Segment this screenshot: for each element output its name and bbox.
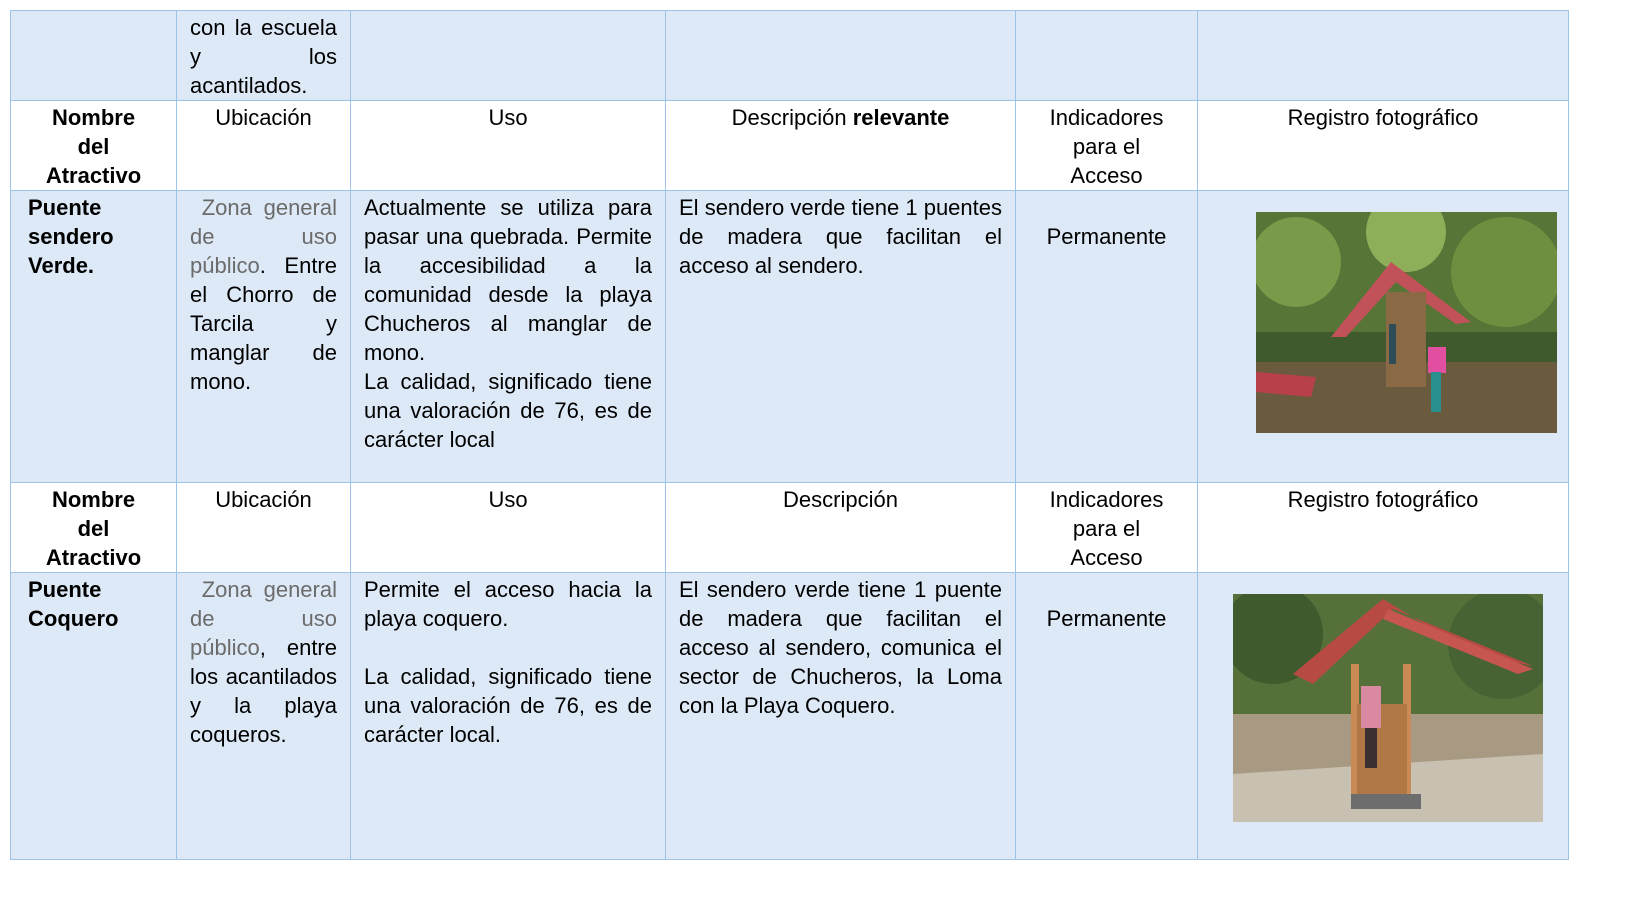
- cell: Permite el acceso hacia la playa coquero…: [350, 572, 666, 860]
- cell: con la escuela y los acantilados.: [176, 10, 351, 101]
- location-text: con la escuela y los acantilados.: [190, 15, 337, 98]
- location: Zona general de uso público, entre los a…: [190, 575, 337, 749]
- cell: El sendero verde tiene 1 puentes de made…: [665, 190, 1016, 483]
- header-cell: Nombre del Atractivo: [10, 482, 177, 573]
- header-text-bold: relevante: [852, 105, 950, 130]
- header-cell: Registro fotográfico: [1197, 100, 1569, 191]
- header-cell: Ubicación: [176, 100, 351, 191]
- location: Zona general de uso público. Entre el Ch…: [190, 193, 337, 396]
- cell: Zona general de uso público. Entre el Ch…: [176, 190, 351, 483]
- header-cell: Indicadores para el Acceso: [1015, 100, 1198, 191]
- header-cell: Uso: [350, 482, 666, 573]
- header-text: Ubicación: [215, 105, 312, 130]
- description: El sendero verde tiene 1 puente de mader…: [679, 577, 1002, 718]
- use-paragraph: La calidad, significado tiene una valora…: [364, 369, 652, 452]
- header-cell: Ubicación: [176, 482, 351, 573]
- cell: [10, 10, 177, 101]
- header-cell: Indicadores para el Acceso: [1015, 482, 1198, 573]
- header-row: Nombre del Atractivo Ubicación Uso Descr…: [10, 100, 1569, 191]
- header-text: Uso: [488, 105, 528, 130]
- header-text: Indicadores para el Acceso: [1049, 487, 1164, 570]
- header-text: Registro fotográfico: [1287, 487, 1479, 512]
- attraction-name: Puente Coquero: [28, 577, 119, 631]
- photo-bridge-coquero: [1233, 594, 1543, 822]
- header-text: Ubicación: [215, 487, 312, 512]
- description: El sendero verde tiene 1 puentes de made…: [679, 195, 1002, 278]
- location-zone: Zona general de uso público: [190, 195, 337, 278]
- access-indicator: Permanente: [1046, 606, 1167, 631]
- location-detail: , entre los acantilados y la playa coque…: [190, 635, 337, 747]
- data-row: Puente sendero Verde. Zona general de us…: [10, 190, 1569, 483]
- cell: Puente sendero Verde.: [10, 190, 177, 483]
- cell: [350, 10, 666, 101]
- header-text: Nombre del Atractivo: [45, 487, 142, 570]
- cell: [1197, 10, 1569, 101]
- cell: [1015, 10, 1198, 101]
- header-text: Descripción: [783, 487, 898, 512]
- use-paragraph: La calidad, significado tiene una valora…: [364, 664, 652, 747]
- cell: Actualmente se utiliza para pasar una qu…: [350, 190, 666, 483]
- header-cell: Nombre del Atractivo: [10, 100, 177, 191]
- cell: Permanente: [1015, 190, 1198, 483]
- header-text: Descripción: [731, 105, 847, 130]
- header-row: Nombre del Atractivo Ubicación Uso Descr…: [10, 482, 1569, 573]
- cell: Puente Coquero: [10, 572, 177, 860]
- use-paragraph: Actualmente se utiliza para pasar una qu…: [364, 195, 652, 365]
- attraction-name: Puente sendero Verde.: [28, 195, 114, 278]
- cell: [665, 10, 1016, 101]
- cell: Zona general de uso público, entre los a…: [176, 572, 351, 860]
- header-text: Uso: [488, 487, 528, 512]
- cell: El sendero verde tiene 1 puente de mader…: [665, 572, 1016, 860]
- cell: Permanente: [1015, 572, 1198, 860]
- header-cell: Uso: [350, 100, 666, 191]
- photo-bridge-verde: [1256, 212, 1557, 433]
- location-detail: . Entre el Chorro de Tarcila y manglar d…: [190, 253, 337, 394]
- access-indicator: Permanente: [1046, 224, 1167, 249]
- continuation-row: con la escuela y los acantilados.: [10, 10, 1569, 101]
- use-paragraph: Permite el acceso hacia la playa coquero…: [364, 577, 652, 631]
- header-cell: Descripción: [665, 482, 1016, 573]
- header-cell: Descripción relevante: [665, 100, 1016, 191]
- location-zone: Zona general de uso público: [190, 577, 337, 660]
- header-text: Registro fotográfico: [1287, 105, 1479, 130]
- header-text: Indicadores para el Acceso: [1049, 105, 1164, 188]
- header-text: Nombre del Atractivo: [45, 105, 142, 188]
- header-cell: Registro fotográfico: [1197, 482, 1569, 573]
